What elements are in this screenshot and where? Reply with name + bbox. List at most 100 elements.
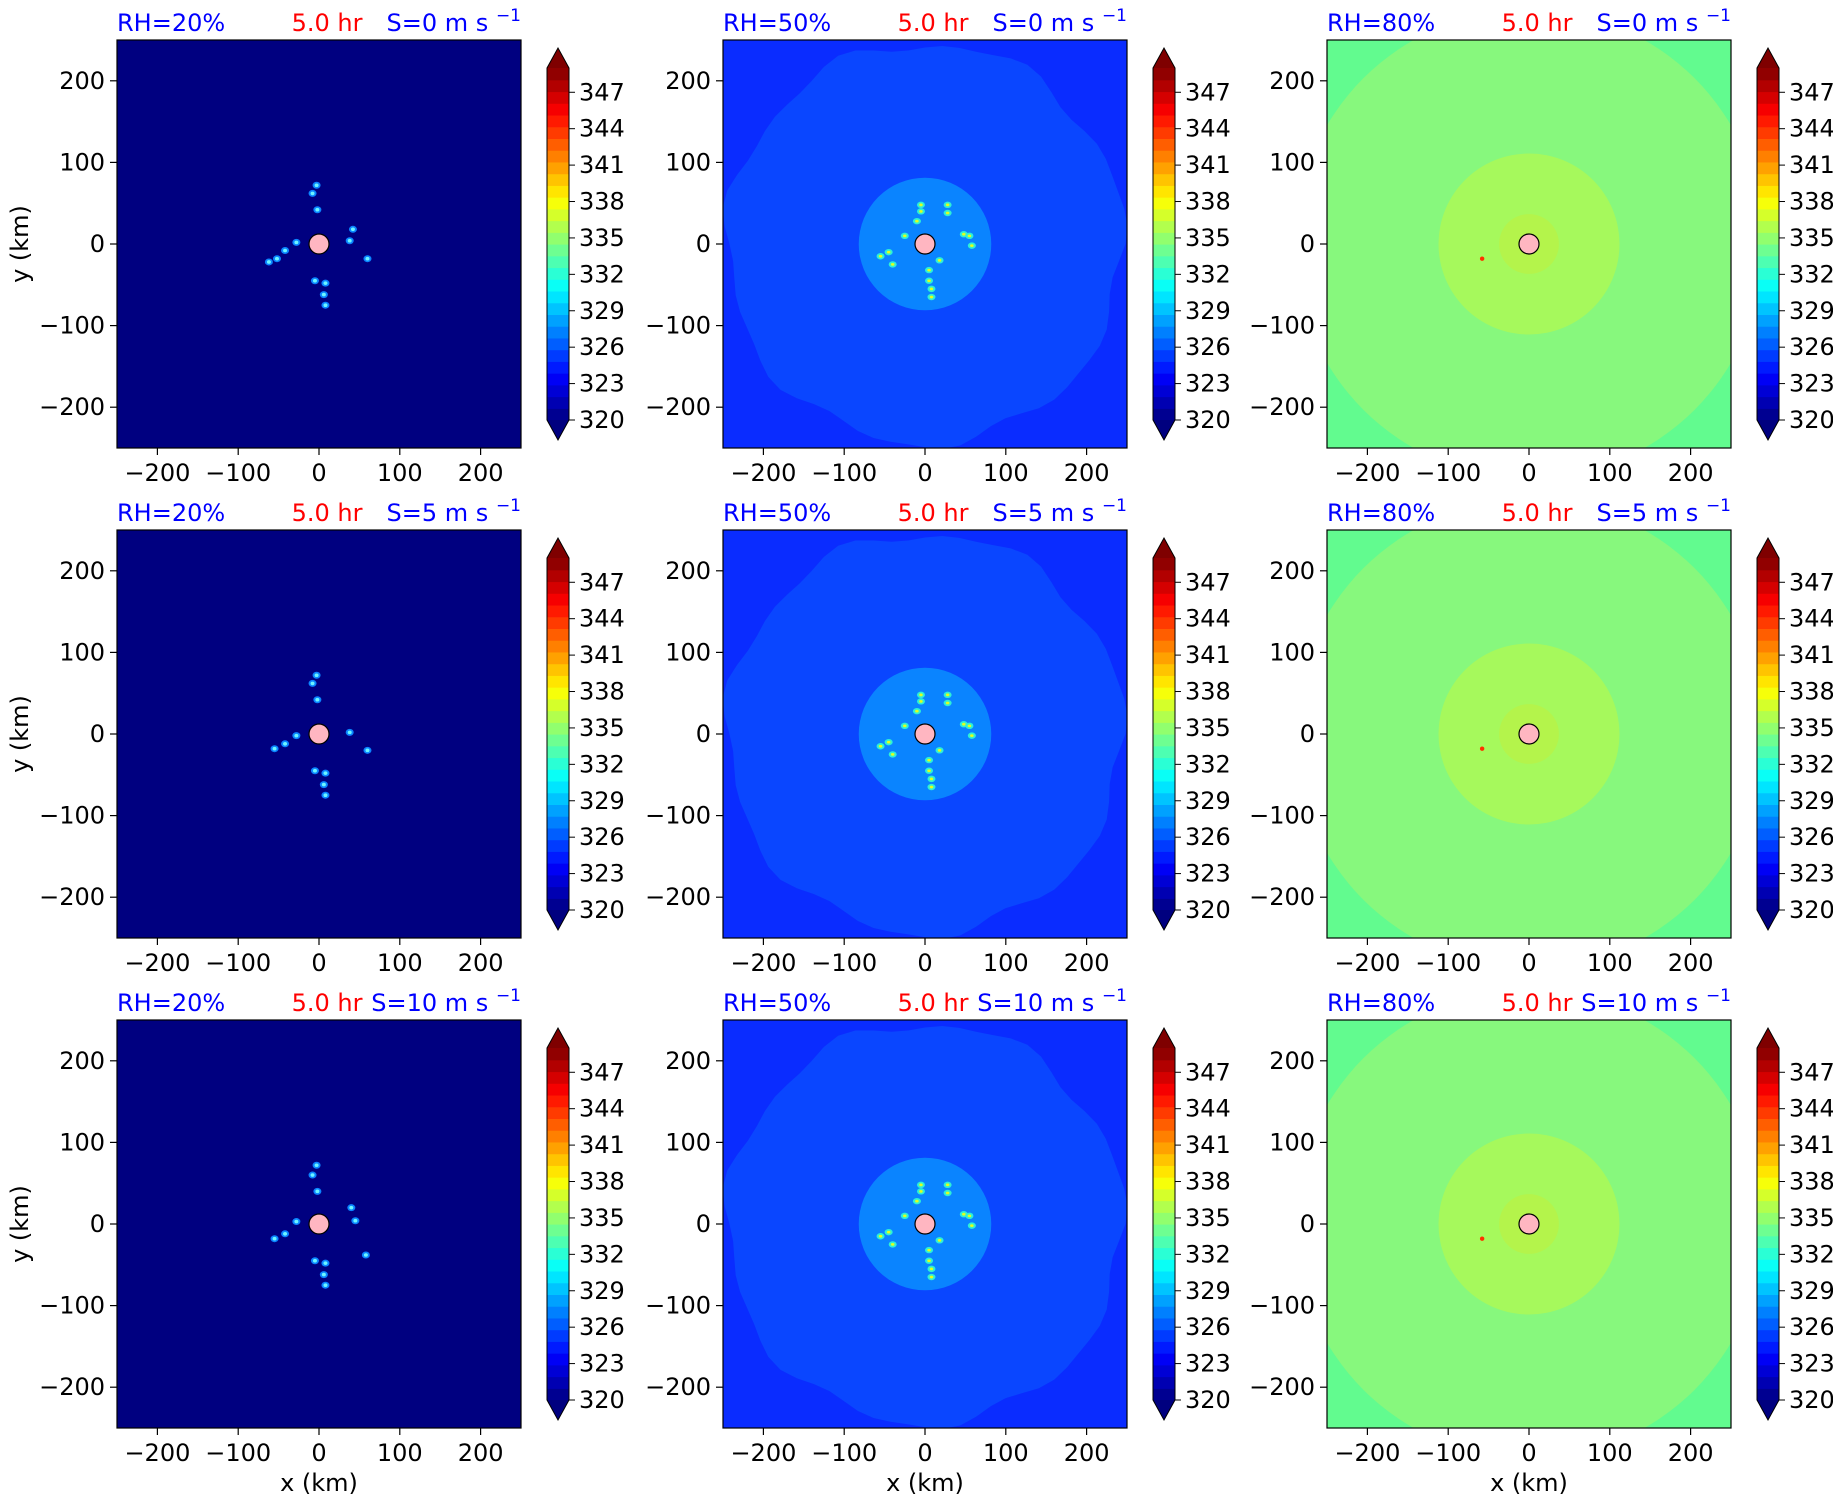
colorbar-level bbox=[1757, 1376, 1779, 1389]
colorbar-level bbox=[1153, 1294, 1175, 1307]
convective-cell-core bbox=[878, 744, 883, 748]
colorbar-level bbox=[1757, 1059, 1779, 1073]
colorbar-level bbox=[1757, 1177, 1779, 1190]
y-tick-label: 100 bbox=[1269, 1128, 1315, 1156]
colorbar-level bbox=[547, 408, 569, 421]
colorbar-level bbox=[547, 126, 569, 139]
panel-rh50-row1: −200 −100 0 100 200 −200 −100 0 100 200 RH=50% 5.0 … bbox=[645, 6, 1231, 487]
colorbar-tick-label: 338 bbox=[1789, 678, 1833, 706]
colorbar-tick-label: 320 bbox=[1789, 896, 1833, 924]
colorbar-level bbox=[1153, 290, 1175, 304]
title-shear: S=5 m s −1 bbox=[387, 496, 521, 527]
colorbar-level bbox=[547, 663, 569, 676]
colorbar-level bbox=[1153, 1282, 1175, 1295]
convective-cell-core bbox=[347, 730, 352, 735]
x-tick-label: 100 bbox=[1587, 459, 1633, 487]
x-tick-label: 200 bbox=[1668, 949, 1714, 977]
colorbar-level bbox=[1153, 722, 1175, 735]
y-tick-label: 100 bbox=[665, 148, 711, 176]
convective-cell-core bbox=[283, 741, 288, 746]
colorbar-level bbox=[1757, 604, 1779, 618]
colorbar-level bbox=[547, 628, 569, 641]
colorbar-level bbox=[547, 1329, 569, 1342]
colorbar-level bbox=[1757, 1306, 1779, 1319]
colorbar-level bbox=[1153, 173, 1175, 186]
convective-cell-core bbox=[323, 793, 328, 797]
colorbar-level bbox=[1757, 1048, 1779, 1061]
colorbar-level bbox=[1757, 558, 1779, 571]
y-tick-label: 200 bbox=[59, 1047, 105, 1075]
colorbar-tick-label: 329 bbox=[1185, 297, 1231, 325]
x-tick-label: 200 bbox=[1064, 1439, 1110, 1467]
title-shear: S=5 m s −1 bbox=[993, 496, 1127, 527]
colorbar-level bbox=[1757, 1141, 1779, 1155]
center-marker bbox=[914, 233, 936, 255]
colorbar-level bbox=[1757, 68, 1779, 81]
colorbar-level bbox=[1153, 1259, 1175, 1272]
colorbar-level bbox=[1153, 745, 1175, 759]
colorbar-tick-label: 335 bbox=[1185, 1204, 1231, 1232]
colorbar-level bbox=[1153, 898, 1175, 911]
colorbar-level bbox=[1153, 663, 1175, 676]
colorbar-tick-label: 329 bbox=[1185, 1277, 1231, 1305]
colorbar-level bbox=[1757, 150, 1779, 163]
colorbar-extend-min bbox=[1757, 420, 1779, 440]
colorbar-level bbox=[1757, 114, 1779, 128]
convective-cell-core bbox=[310, 191, 315, 196]
colorbar-level bbox=[1757, 734, 1779, 747]
colorbar-tick-label: 335 bbox=[579, 1204, 625, 1232]
colorbar-tick-label: 332 bbox=[1789, 750, 1833, 778]
center-marker bbox=[1518, 723, 1540, 745]
x-tick-label: 100 bbox=[983, 459, 1029, 487]
field-layer bbox=[723, 40, 1127, 448]
colorbar-tick-label: 323 bbox=[1789, 860, 1833, 888]
colorbar-level bbox=[1153, 1177, 1175, 1190]
colorbar-tick-label: 326 bbox=[1185, 823, 1231, 851]
colorbar-level bbox=[547, 373, 569, 386]
colorbar-level bbox=[547, 1212, 569, 1225]
colorbar-tick-label: 326 bbox=[579, 333, 625, 361]
colorbar-level bbox=[1757, 1224, 1779, 1237]
colorbar-level bbox=[1757, 698, 1779, 712]
colorbar-level bbox=[1757, 898, 1779, 911]
colorbar-tick-label: 320 bbox=[1789, 1386, 1833, 1414]
y-axis-label: y (km) bbox=[6, 1185, 34, 1263]
colorbar-level bbox=[547, 1188, 569, 1202]
convective-cell-core bbox=[929, 287, 934, 291]
y-tick-label: −100 bbox=[645, 1292, 711, 1320]
colorbar-level bbox=[547, 103, 569, 116]
x-tick-label: −100 bbox=[205, 459, 271, 487]
colorbar-level bbox=[547, 1071, 569, 1084]
colorbar-level bbox=[547, 1364, 569, 1378]
colorbar-level bbox=[1757, 173, 1779, 186]
colorbar-tick-label: 323 bbox=[1789, 370, 1833, 398]
colorbar-level bbox=[1153, 267, 1175, 280]
colorbar-level bbox=[1757, 792, 1779, 805]
x-tick-label: −100 bbox=[811, 1439, 877, 1467]
y-tick-label: 0 bbox=[90, 230, 105, 258]
y-tick-label: 200 bbox=[665, 1047, 711, 1075]
colorbar-tick-label: 347 bbox=[1185, 78, 1231, 106]
colorbar-extend-max bbox=[1153, 538, 1175, 558]
y-tick-label: 100 bbox=[59, 638, 105, 666]
title-rh: RH=80% bbox=[1327, 9, 1435, 37]
colorbar-level bbox=[1153, 1153, 1175, 1166]
colorbar-level bbox=[1757, 138, 1779, 151]
colorbar-level bbox=[1153, 126, 1175, 139]
colorbar-level bbox=[1757, 1153, 1779, 1166]
colorbar-tick-label: 338 bbox=[1789, 1168, 1833, 1196]
y-tick-label: −100 bbox=[645, 802, 711, 830]
x-tick-label: −200 bbox=[1334, 459, 1400, 487]
panel-rh80-row2: −200 −100 0 100 200 −200 −100 0 100 200 RH=80% 5.0 … bbox=[1249, 496, 1833, 977]
colorbar-level bbox=[1757, 769, 1779, 782]
convective-cell-core bbox=[349, 1205, 354, 1210]
convective-cell-core bbox=[961, 1212, 966, 1216]
convective-cell-core bbox=[365, 256, 370, 261]
colorbar-tick-label: 341 bbox=[1185, 641, 1231, 669]
convective-cell-core bbox=[890, 263, 895, 266]
colorbar-level bbox=[1153, 1130, 1175, 1143]
colorbar-tick-label: 344 bbox=[1185, 115, 1231, 143]
colorbar-tick-label: 344 bbox=[1789, 1095, 1833, 1123]
colorbar-level bbox=[1757, 1094, 1779, 1108]
